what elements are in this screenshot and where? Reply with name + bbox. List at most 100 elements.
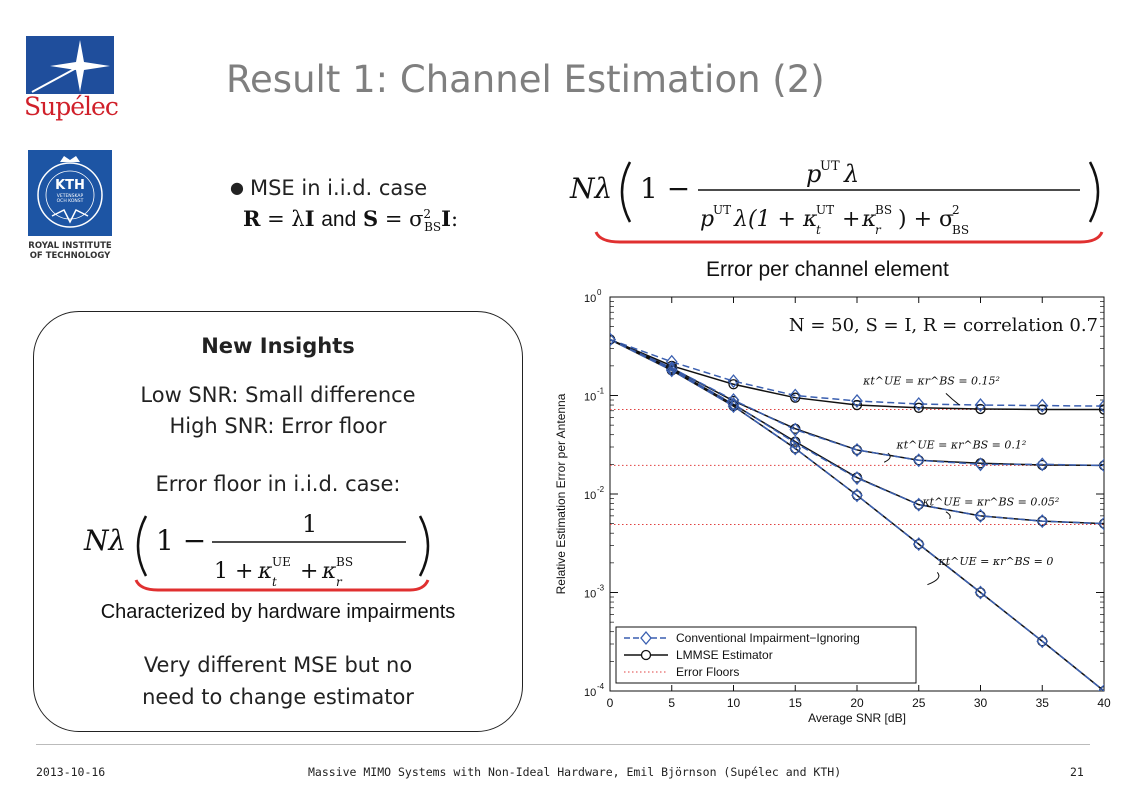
lmmse-line [610,338,1104,411]
y-tick-label: 10 [584,392,596,404]
curve-annotation: κt^UE = κr^BS = 0.05² [921,496,1059,509]
conventional-line [610,338,1104,691]
y-tick-label: 10 [584,490,596,502]
conventional-marker [912,453,925,468]
conventional-marker [851,442,863,457]
y-tick-exponent: -3 [597,584,605,593]
x-tick-label: 25 [912,696,926,710]
lmmse-marker [728,379,739,390]
y-tick-exponent: 0 [597,288,602,297]
bullet-mse: ● MSE in i.i.d. case [230,176,427,200]
svg-text:+: + [300,559,318,584]
svg-text:κ: κ [321,559,337,584]
conventional-marker [789,441,802,456]
insight-line-2: High SNR: Error floor [169,414,387,438]
svg-text:Nλ: Nλ [569,172,612,205]
conventional-marker [974,508,987,523]
x-tick-label: 0 [607,696,614,710]
kth-caption-line1: ROYAL INSTITUTE [28,241,112,251]
lmmse-marker [1098,404,1104,415]
svg-text:1 +: 1 + [214,559,253,584]
svg-text:1: 1 [302,510,317,538]
y-tick-label: 10 [584,293,596,305]
x-tick-label: 40 [1097,696,1111,710]
conventional-marker [789,422,802,437]
conventional-marker [610,332,616,347]
x-tick-label: 30 [974,696,988,710]
legend-label: Conventional Impairment−Ignoring [676,631,860,645]
conventional-marker [912,396,925,412]
conventional-marker [727,374,740,389]
conventional-line [610,338,1104,525]
kth-caption-line2: OF TECHNOLOGY [29,251,111,261]
insights-panel: New Insights Low SNR: Small difference H… [33,311,523,732]
svg-text:λ(1 + κ: λ(1 + κ [733,207,818,232]
mse-formula-svg: Nλ 1 − p UT λ p UT λ(1 + κ t UT + κ r BS… [569,159,1104,244]
lmmse-marker [913,402,924,413]
condition-and: and [321,208,357,231]
slide-title: Result 1: Channel Estimation (2) [226,58,825,101]
conventional-marker [1098,399,1104,414]
svg-text:1 −: 1 − [640,172,690,205]
conventional-marker [1036,398,1049,413]
y-tick-label: 10 [584,589,596,601]
x-tick-label: 15 [789,696,803,710]
svg-text:κ: κ [861,207,877,232]
svg-text:p: p [700,207,714,232]
chart-subtitle: N = 50, S = I, R = correlation 0.7 [789,315,1098,336]
lmmse-marker [975,403,986,415]
insight-line-3: Error floor in i.i.d. case: [155,472,401,496]
conventional-marker [912,537,925,552]
annotation-pointer [945,511,951,520]
insights-heading: New Insights [201,334,355,358]
footer-center: Massive MIMO Systems with Non-Ideal Hard… [308,765,842,779]
bullet-text: MSE in i.i.d. case [249,176,428,200]
svg-text:BS: BS [336,555,353,569]
curve-annotation: κt^UE = κr^BS = 0.1² [896,438,1027,451]
lmmse-marker [851,399,863,411]
conventional-marker [1036,514,1049,529]
bullet-condition: R = λI and S = σ2BSI: [243,206,459,235]
svg-text:2: 2 [952,203,960,217]
svg-text:t: t [816,223,821,237]
footer-page-number: 21 [1070,765,1084,779]
svg-text:UT: UT [816,203,834,217]
svg-text:Nλ: Nλ [83,524,126,557]
supelec-logo: Supélec [24,36,119,126]
conventional-marker [851,488,863,503]
insight-line-1: Low SNR: Small difference [140,383,416,407]
y-tick-exponent: -2 [597,485,605,494]
series-group [610,332,1104,691]
svg-text:1 −: 1 − [156,524,206,557]
footer-divider [36,744,1090,745]
x-axis-label: Average SNR [dB] [808,711,906,725]
svg-text:UT: UT [820,159,840,174]
kth-logo-ring-text: VETENSKAP OCH KONST [56,194,84,204]
x-tick-label: 20 [850,696,864,710]
annotation-pointer [945,393,960,406]
conventional-marker [851,393,863,408]
svg-text:t: t [272,575,277,589]
svg-text:r: r [875,223,882,237]
annotation-pointer [927,572,940,586]
bullet-dot-icon: ● [230,178,244,197]
svg-text:BS: BS [875,203,892,217]
legend-circle-marker [640,649,652,661]
supelec-logo-text: Supélec [24,92,119,121]
legend-label: LMMSE Estimator [676,648,773,662]
insight-line-5: need to change estimator [142,685,414,709]
legend-diamond-marker [640,630,652,646]
conventional-marker [1036,634,1049,649]
conventional-marker [974,398,987,413]
svg-text:BS: BS [952,223,969,237]
conventional-marker [1098,683,1104,691]
svg-text:p: p [806,160,821,188]
y-tick-label: 10 [584,687,596,699]
kth-logo: KTH VETENSKAP OCH KONST ROYAL INSTITUTE … [24,150,116,265]
footer-date: 2013-10-16 [36,765,106,779]
svg-text:UE: UE [272,555,291,569]
svg-text:κ: κ [257,559,273,584]
mse-formula: Nλ 1 − p UT λ p UT λ(1 + κ t UT + κ r BS… [560,150,1115,250]
conventional-marker [1098,458,1104,473]
